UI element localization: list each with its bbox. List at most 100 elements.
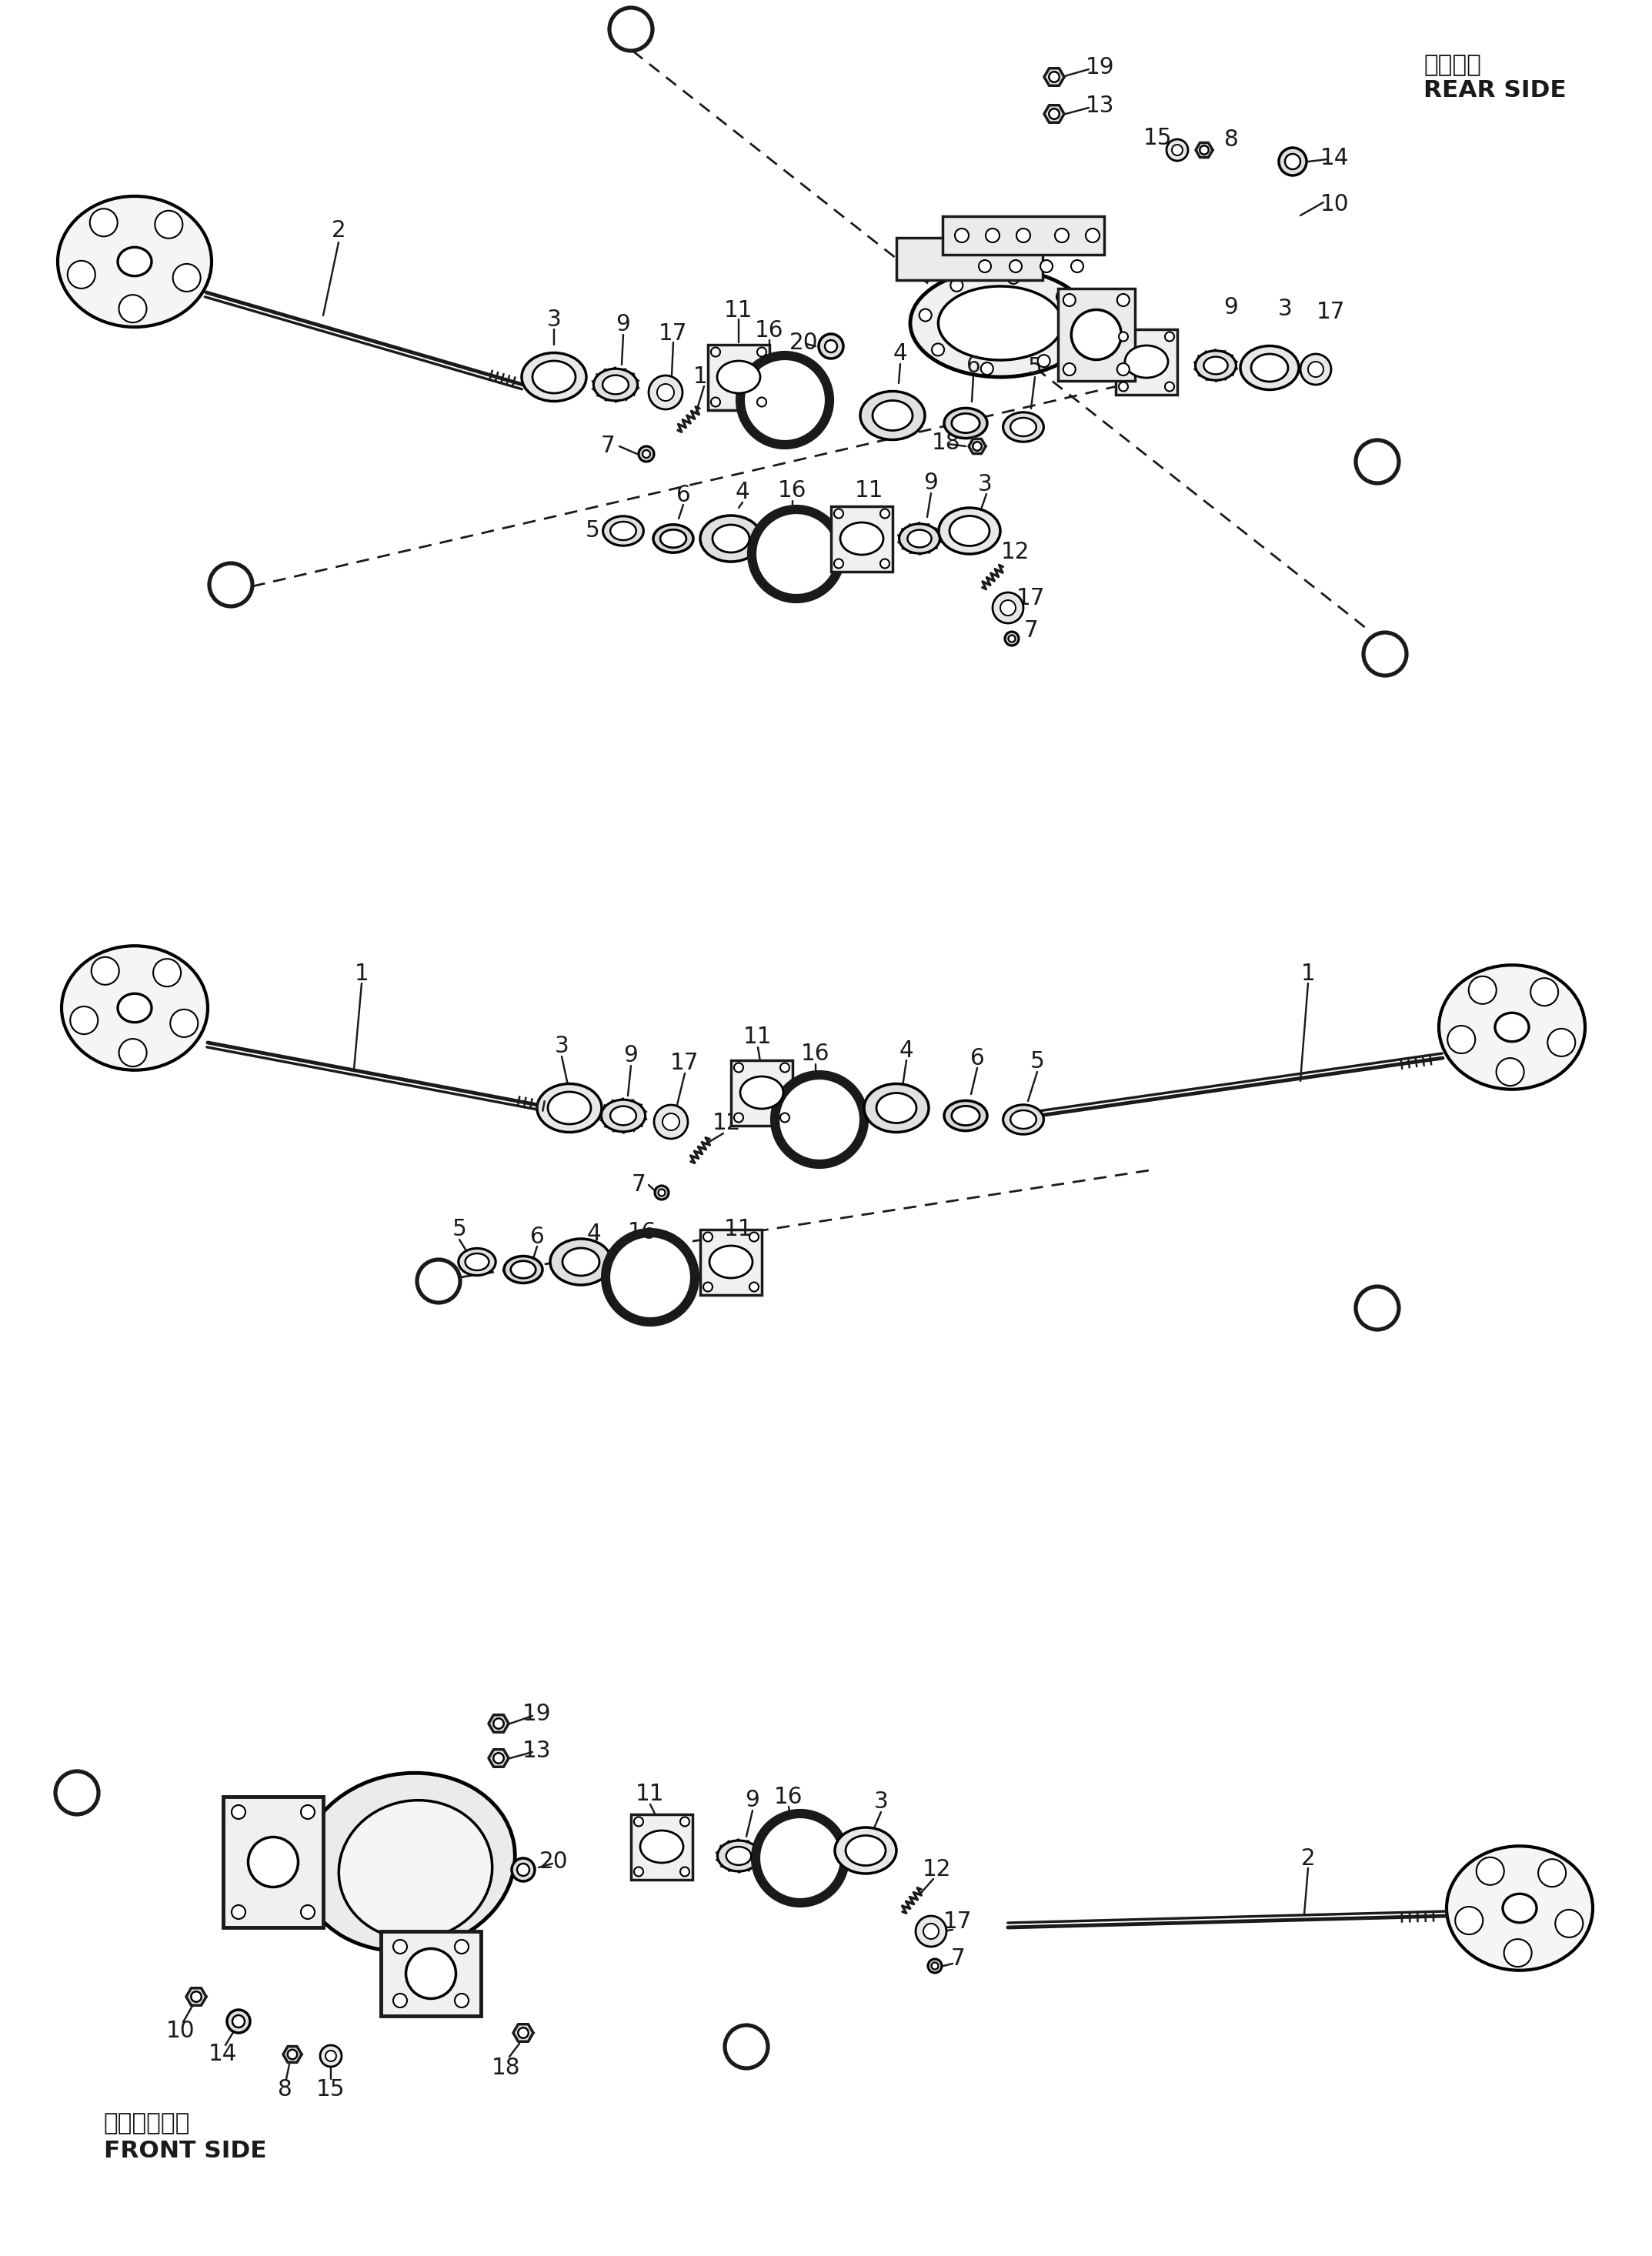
Circle shape xyxy=(1530,979,1558,1006)
Text: 16: 16 xyxy=(755,320,783,343)
Ellipse shape xyxy=(1125,345,1168,377)
Bar xyxy=(897,237,1042,280)
Circle shape xyxy=(1008,271,1019,284)
Text: 8: 8 xyxy=(278,2078,292,2100)
Circle shape xyxy=(1165,381,1175,390)
Text: B: B xyxy=(737,2033,757,2060)
Circle shape xyxy=(755,1814,844,1902)
Bar xyxy=(631,1814,692,1879)
Ellipse shape xyxy=(950,517,990,546)
Ellipse shape xyxy=(872,402,912,431)
Circle shape xyxy=(733,1063,743,1072)
Circle shape xyxy=(1171,144,1183,156)
Text: 1: 1 xyxy=(1300,963,1315,984)
Circle shape xyxy=(986,228,999,241)
Ellipse shape xyxy=(601,1099,646,1133)
Circle shape xyxy=(1118,381,1128,390)
Text: 11: 11 xyxy=(724,300,753,320)
Text: 19: 19 xyxy=(1085,56,1115,79)
Polygon shape xyxy=(489,1748,509,1766)
Circle shape xyxy=(1356,440,1399,483)
Ellipse shape xyxy=(1011,417,1036,435)
Ellipse shape xyxy=(248,1836,297,1886)
Ellipse shape xyxy=(717,361,760,393)
Ellipse shape xyxy=(709,1245,753,1279)
Ellipse shape xyxy=(610,1105,636,1126)
Text: 5: 5 xyxy=(585,519,600,541)
Circle shape xyxy=(681,1868,689,1877)
Circle shape xyxy=(1356,1286,1399,1329)
Text: 16: 16 xyxy=(628,1220,657,1243)
Circle shape xyxy=(752,510,841,598)
Ellipse shape xyxy=(459,1248,496,1275)
Text: D: D xyxy=(1374,641,1396,668)
Text: 5: 5 xyxy=(1028,356,1042,379)
Circle shape xyxy=(1117,363,1130,374)
Circle shape xyxy=(1118,332,1128,341)
Circle shape xyxy=(1056,228,1069,241)
Circle shape xyxy=(634,1868,643,1877)
Circle shape xyxy=(1455,1906,1483,1933)
Text: 2: 2 xyxy=(1300,1848,1315,1870)
Text: 2: 2 xyxy=(332,219,345,241)
Polygon shape xyxy=(1044,106,1064,122)
Circle shape xyxy=(704,1232,712,1241)
Circle shape xyxy=(1548,1029,1576,1056)
Text: 17: 17 xyxy=(1016,587,1046,609)
Circle shape xyxy=(1300,354,1332,386)
Circle shape xyxy=(654,1187,669,1200)
Text: 11: 11 xyxy=(636,1782,664,1805)
Circle shape xyxy=(915,1915,947,1947)
Text: 14: 14 xyxy=(1320,147,1350,169)
Circle shape xyxy=(1363,632,1406,675)
Text: 19: 19 xyxy=(522,1703,552,1726)
Text: 4: 4 xyxy=(586,1223,601,1245)
Ellipse shape xyxy=(641,1830,684,1863)
Ellipse shape xyxy=(846,1836,885,1866)
Circle shape xyxy=(325,2051,337,2062)
Circle shape xyxy=(932,343,945,356)
Circle shape xyxy=(740,356,829,444)
Text: 6: 6 xyxy=(970,1047,985,1069)
Ellipse shape xyxy=(1447,1845,1593,1969)
Circle shape xyxy=(1064,293,1075,307)
Ellipse shape xyxy=(717,1841,760,1870)
Text: 5: 5 xyxy=(1029,1051,1044,1074)
Circle shape xyxy=(1056,291,1069,302)
Text: 12: 12 xyxy=(1001,541,1031,564)
Circle shape xyxy=(1070,259,1084,273)
Text: 3: 3 xyxy=(978,474,993,496)
Circle shape xyxy=(1279,147,1307,176)
Bar xyxy=(730,1060,793,1126)
Ellipse shape xyxy=(740,1076,783,1108)
Bar xyxy=(382,1931,481,2017)
Circle shape xyxy=(393,1940,406,1954)
Text: 17: 17 xyxy=(943,1911,973,1933)
Polygon shape xyxy=(1044,68,1064,86)
Circle shape xyxy=(649,374,682,408)
Circle shape xyxy=(1041,259,1052,273)
Circle shape xyxy=(750,1281,758,1290)
Circle shape xyxy=(1497,1058,1525,1085)
Circle shape xyxy=(301,1805,314,1818)
Circle shape xyxy=(519,2028,529,2037)
Circle shape xyxy=(973,442,981,451)
Text: 7: 7 xyxy=(952,1947,965,1969)
Text: C: C xyxy=(1368,449,1388,474)
Circle shape xyxy=(173,264,200,291)
Circle shape xyxy=(639,447,654,462)
Circle shape xyxy=(733,1112,743,1121)
Text: 1: 1 xyxy=(355,963,368,984)
Circle shape xyxy=(287,2051,297,2060)
Text: B: B xyxy=(428,1268,449,1295)
Circle shape xyxy=(775,1074,864,1164)
Polygon shape xyxy=(187,1988,206,2006)
Text: A: A xyxy=(66,1780,88,1805)
Circle shape xyxy=(1285,153,1300,169)
Circle shape xyxy=(643,451,651,458)
Text: 8: 8 xyxy=(1224,129,1239,151)
Ellipse shape xyxy=(406,1949,456,1999)
Text: 12: 12 xyxy=(694,365,722,388)
Circle shape xyxy=(819,334,843,359)
Ellipse shape xyxy=(562,1248,600,1275)
